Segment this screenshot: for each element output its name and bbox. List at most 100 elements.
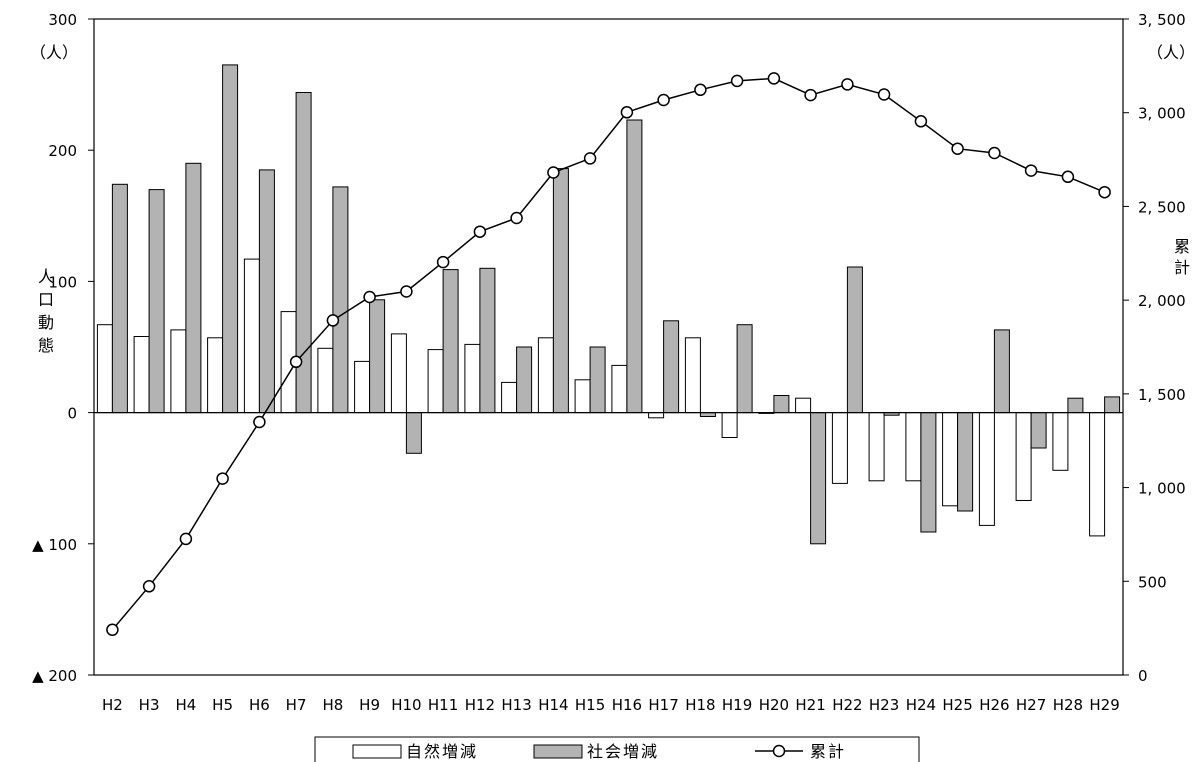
natural-change-bar	[501, 381, 518, 414]
cumulative-marker	[363, 290, 376, 304]
x-category-label: H14	[538, 696, 568, 714]
x-category-label: H6	[249, 696, 270, 714]
social-change-bar	[185, 162, 202, 414]
left-axis-ticks: 300 200 100 0 ▲ 100 ▲ 200	[32, 11, 94, 685]
right-tick-label: 500	[1138, 573, 1167, 591]
cumulative-marker	[400, 285, 413, 298]
x-category-label: H24	[906, 696, 936, 714]
social-change-bar	[1067, 397, 1084, 414]
cumulative-marker	[1024, 164, 1038, 177]
right-axis-label: 累計	[1174, 237, 1190, 277]
natural-change-bar	[942, 412, 959, 507]
cumulative-marker	[1098, 185, 1111, 199]
social-change-bar	[810, 412, 827, 545]
social-change-bar	[736, 324, 753, 414]
x-category-label: H22	[832, 696, 862, 714]
x-category-label: H5	[212, 696, 233, 714]
left-axis-label-char: 動	[38, 313, 54, 332]
natural-change-bar	[721, 412, 738, 439]
social-change-bar	[626, 119, 643, 414]
natural-change-bar	[611, 364, 628, 414]
social-change-bar	[148, 189, 165, 414]
cumulative-marker	[216, 472, 229, 485]
x-category-label: H15	[575, 696, 605, 714]
legend-cumulative-label: 累計	[810, 742, 846, 761]
legend: 自然増減 社会増減 累計	[314, 736, 920, 762]
x-category-label: H28	[1053, 696, 1083, 714]
social-change-bar	[258, 169, 275, 414]
x-category-label: H21	[795, 696, 825, 714]
bars-layer	[96, 64, 1121, 545]
social-change-bar	[920, 412, 937, 533]
natural-change-bar	[1015, 412, 1032, 502]
natural-change-bar	[574, 379, 591, 414]
social-change-bar	[222, 64, 239, 414]
right-axis-unit: （人）	[1147, 43, 1195, 62]
x-category-label: H18	[685, 696, 715, 714]
social-change-bar	[479, 267, 496, 414]
cumulative-marker	[106, 623, 119, 637]
social-change-bar	[1030, 412, 1047, 449]
right-axis-ticks: 3, 500 3, 000 2, 500 2, 000 1, 500 1, 000 500 0	[1123, 11, 1186, 685]
social-change-bar	[663, 320, 680, 414]
right-axis-label-char: 累	[1174, 237, 1190, 256]
social-change-bar	[957, 412, 974, 512]
natural-change-bar	[207, 337, 224, 414]
cumulative-marker	[694, 83, 707, 97]
x-axis-categories: H2 H3 H4 H5 H6 H7 H8 H9 H10 H11 H12 H13 H14 H15 H16 H17…	[102, 696, 1120, 714]
cumulative-marker	[914, 115, 928, 128]
natural-change-bar	[170, 329, 187, 414]
natural-change-bar	[390, 333, 407, 414]
cumulative-marker	[730, 74, 744, 88]
social-change-bar	[993, 329, 1010, 414]
natural-change-bar	[978, 412, 995, 526]
legend-natural-label: 自然増減	[406, 742, 478, 761]
social-change-bar	[773, 395, 790, 414]
x-category-label: H27	[1016, 696, 1046, 714]
cumulative-marker	[657, 93, 670, 107]
natural-change-bar	[133, 336, 150, 414]
natural-change-bar	[1089, 412, 1106, 537]
legend-social-label: 社会増減	[587, 742, 659, 761]
left-tick-label: 200	[48, 142, 77, 160]
legend-cumulative-marker	[772, 744, 786, 758]
natural-change-bar	[317, 347, 334, 414]
x-category-label: H23	[869, 696, 899, 714]
cumulative-marker	[877, 88, 891, 101]
right-tick-label: 0	[1138, 667, 1148, 685]
x-category-label: H8	[322, 696, 343, 714]
left-tick-label: 100	[48, 273, 77, 291]
cumulative-marker	[473, 225, 487, 238]
x-category-label: H9	[359, 696, 380, 714]
social-change-bar	[552, 168, 569, 414]
left-tick-label: 300	[48, 11, 77, 29]
social-change-bar	[405, 412, 422, 454]
left-axis-label-char: 態	[38, 336, 54, 355]
x-category-label: H3	[139, 696, 160, 714]
right-tick-label: 3, 500	[1138, 11, 1186, 29]
left-tick-label: ▲ 200	[32, 667, 77, 685]
social-change-bar	[1104, 396, 1121, 414]
x-category-label: H17	[648, 696, 678, 714]
x-category-label: H4	[175, 696, 196, 714]
cumulative-marker	[289, 355, 303, 369]
left-tick-label: ▲ 100	[32, 536, 77, 554]
cumulative-marker	[253, 415, 266, 429]
social-change-bar	[332, 186, 349, 414]
x-category-label: H16	[612, 696, 642, 714]
right-tick-label: 3, 000	[1138, 105, 1186, 123]
cumulative-marker	[510, 211, 523, 225]
right-tick-label: 1, 000	[1138, 480, 1186, 498]
cumulative-marker	[1061, 170, 1075, 184]
cumulative-marker	[951, 142, 964, 155]
cumulative-marker	[436, 255, 450, 269]
social-change-bar	[369, 299, 386, 414]
x-category-label: H20	[759, 696, 789, 714]
natural-change-bar	[1052, 412, 1069, 471]
natural-change-bar	[684, 337, 701, 414]
cumulative-marker	[547, 166, 560, 179]
natural-change-bar	[537, 337, 554, 414]
right-tick-label: 2, 500	[1138, 198, 1186, 216]
cumulative-line-layer	[106, 72, 1111, 637]
